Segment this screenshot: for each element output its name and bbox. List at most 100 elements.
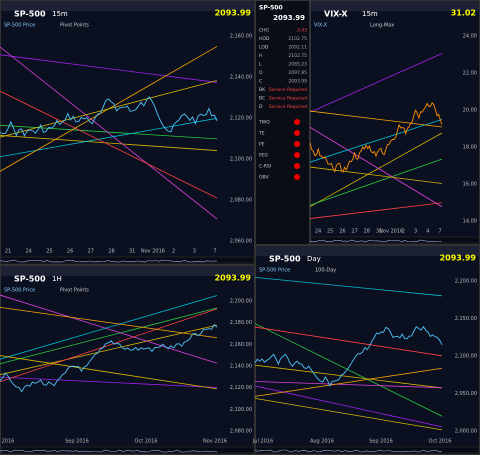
quote-label: CHG — [259, 28, 270, 34]
y-label: 2,060.00 — [230, 239, 252, 245]
y-label: 18.00 — [463, 145, 477, 151]
signal-label: PEG — [259, 153, 269, 159]
x-label: 2016 — [2, 439, 15, 445]
x-label: Sep 2016 — [65, 439, 89, 445]
trend-line — [0, 306, 218, 339]
panel — [0, 0, 255, 265]
quote-label: H — [259, 53, 262, 59]
trend-line — [0, 54, 218, 83]
quote-price: 2093.99 — [273, 14, 305, 22]
price-line — [309, 102, 443, 174]
y-label: 2,140.00 — [230, 75, 252, 81]
quote-label: O — [259, 70, 263, 76]
x-label: 31 — [129, 249, 135, 255]
signal-dot — [294, 119, 300, 125]
study: Long-Max — [370, 23, 394, 29]
quote-label: D — [259, 104, 263, 110]
x-label: Sep 2016 — [369, 439, 393, 445]
symbol: SP-500 — [14, 10, 46, 19]
price: 2093.99 — [215, 274, 252, 283]
quote-label: BK — [259, 87, 266, 93]
trend-line — [309, 126, 443, 208]
panel-header — [1, 1, 254, 11]
y-label: 2,140.00 — [230, 364, 252, 370]
y-label: 2,100.00 — [230, 157, 252, 163]
trend-line — [254, 367, 443, 397]
symbol: SP-500 — [269, 255, 301, 264]
x-label: 27 — [351, 229, 357, 235]
signal-dot — [294, 163, 300, 169]
study: Pivot Points — [60, 23, 89, 29]
price: 2093.99 — [215, 9, 252, 18]
x-label: Nov 2016 — [203, 439, 227, 445]
x-label: 28 — [108, 249, 114, 255]
quote-value: Service Required — [269, 87, 307, 93]
x-label: 7 — [213, 249, 216, 255]
x-label: 3 — [193, 249, 196, 255]
legend: VIX-X — [314, 23, 328, 29]
quote-value: 2093.99 — [288, 79, 307, 85]
x-label: 4 — [426, 229, 429, 235]
trend-line — [0, 295, 218, 360]
signal-label: TE — [258, 131, 265, 137]
trend-line — [0, 80, 218, 138]
legend: SP-500 Price — [259, 268, 290, 274]
y-label: 2,050.00 — [455, 391, 477, 397]
trend-line — [0, 294, 218, 364]
quote-symbol: SP-500 — [259, 5, 283, 12]
price: 31.02 — [451, 9, 476, 18]
x-label: 26 — [339, 229, 345, 235]
quote-value: Service Required — [269, 96, 307, 102]
trend-line — [309, 119, 443, 163]
price-line — [0, 323, 218, 393]
trend-line — [309, 132, 443, 208]
signal-label: OBV — [259, 175, 269, 181]
panel-header — [1, 266, 254, 276]
trend-line — [309, 53, 443, 113]
y-label: 20.00 — [463, 108, 477, 114]
trend-line — [309, 166, 443, 184]
trend-line — [0, 376, 218, 388]
interval: 15m — [362, 10, 378, 18]
trend-line — [0, 355, 218, 390]
x-label: 25 — [46, 249, 52, 255]
quote-value: 2102.75 — [288, 36, 307, 42]
indicator-line — [309, 239, 443, 243]
trend-line — [254, 381, 443, 389]
y-label: 2,200.00 — [455, 279, 477, 285]
y-label: 2,160.00 — [230, 34, 252, 40]
signal-label: PE — [259, 142, 265, 148]
quote-value: 2085.23 — [288, 62, 307, 68]
trend-line — [309, 158, 443, 206]
signal-dot — [294, 152, 300, 158]
panel — [0, 265, 255, 455]
indicator-pane — [255, 446, 480, 454]
quote-label: L — [259, 62, 262, 68]
symbol: SP-500 — [14, 275, 46, 284]
x-label: Aug 2016 — [310, 439, 334, 445]
y-label: 2,120.00 — [230, 116, 252, 122]
x-label: 2 — [402, 229, 405, 235]
indicator-pane — [0, 256, 255, 264]
indicator-line — [0, 449, 218, 453]
x-label: Oct 2016 — [135, 439, 158, 445]
trend-line — [0, 308, 218, 383]
x-label: 24 — [26, 249, 32, 255]
y-label: 2,120.00 — [230, 385, 252, 391]
quote-label: C — [259, 79, 262, 85]
quote-value: 2102.75 — [288, 53, 307, 59]
x-label: 3 — [414, 229, 417, 235]
trend-line — [0, 135, 218, 151]
trend-line — [0, 90, 218, 199]
x-label: 25 — [327, 229, 333, 235]
y-label: 2,080.00 — [230, 429, 252, 435]
y-label: 2,150.00 — [455, 316, 477, 322]
y-label: 2,200.00 — [230, 299, 252, 305]
quote-label: LOD — [259, 45, 269, 51]
signal-dot — [294, 130, 300, 136]
trend-line — [309, 202, 443, 219]
indicator-line — [0, 259, 218, 263]
signal-label: C-RSI — [259, 164, 271, 170]
trend-line — [254, 323, 443, 417]
